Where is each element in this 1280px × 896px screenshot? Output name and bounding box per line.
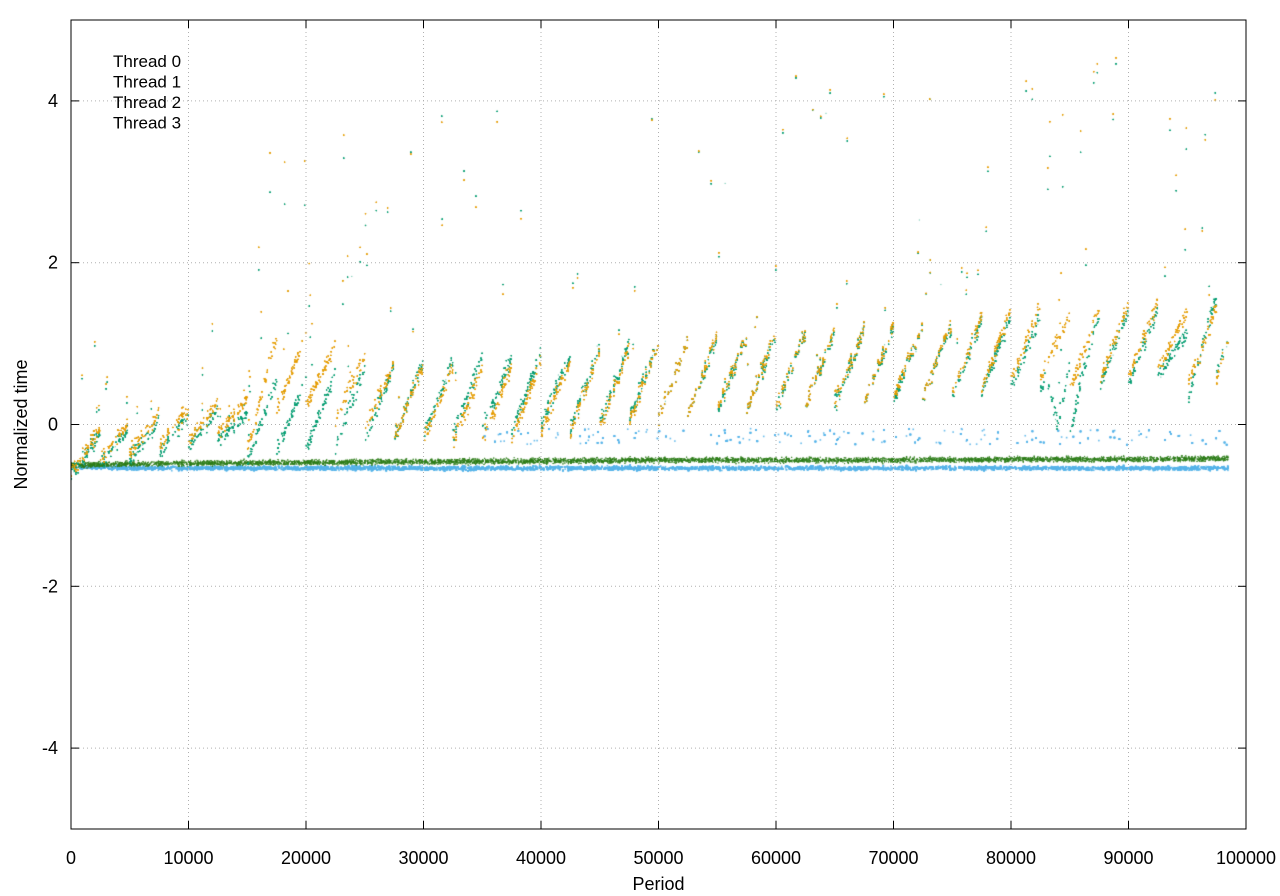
y-tick-label: -2 <box>42 576 58 596</box>
x-tick-label: 70000 <box>868 848 918 868</box>
x-tick-label: 80000 <box>986 848 1036 868</box>
x-tick-label: 100000 <box>1216 848 1276 868</box>
y-tick-label: -4 <box>42 738 58 758</box>
legend-entry: Thread 0 <box>113 52 181 71</box>
y-tick-label: 2 <box>48 253 58 273</box>
y-tick-label: 4 <box>48 91 58 111</box>
x-tick-label: 60000 <box>751 848 801 868</box>
y-tick-label: 0 <box>48 415 58 435</box>
y-axis-tick-labels: -4 -2 0 2 4 <box>42 91 58 758</box>
x-tick-label: 40000 <box>516 848 566 868</box>
x-tick-label: 50000 <box>633 848 683 868</box>
y-axis-title: Normalized time <box>11 359 31 489</box>
grid-lines <box>71 20 1246 829</box>
legend-entry: Thread 2 <box>113 93 181 112</box>
x-tick-label: 90000 <box>1103 848 1153 868</box>
x-tick-label: 20000 <box>281 848 331 868</box>
x-tick-label: 10000 <box>163 848 213 868</box>
legend-entry: Thread 1 <box>113 73 181 92</box>
legend-entry: Thread 3 <box>113 114 181 133</box>
x-axis-tick-labels: 0 10000 20000 30000 40000 50000 60000 70000 8000… <box>66 848 1276 868</box>
x-axis-title: Period <box>632 874 684 894</box>
x-tick-label: 30000 <box>398 848 448 868</box>
x-tick-label: 0 <box>66 848 76 868</box>
axis-ticks <box>70 20 1247 829</box>
